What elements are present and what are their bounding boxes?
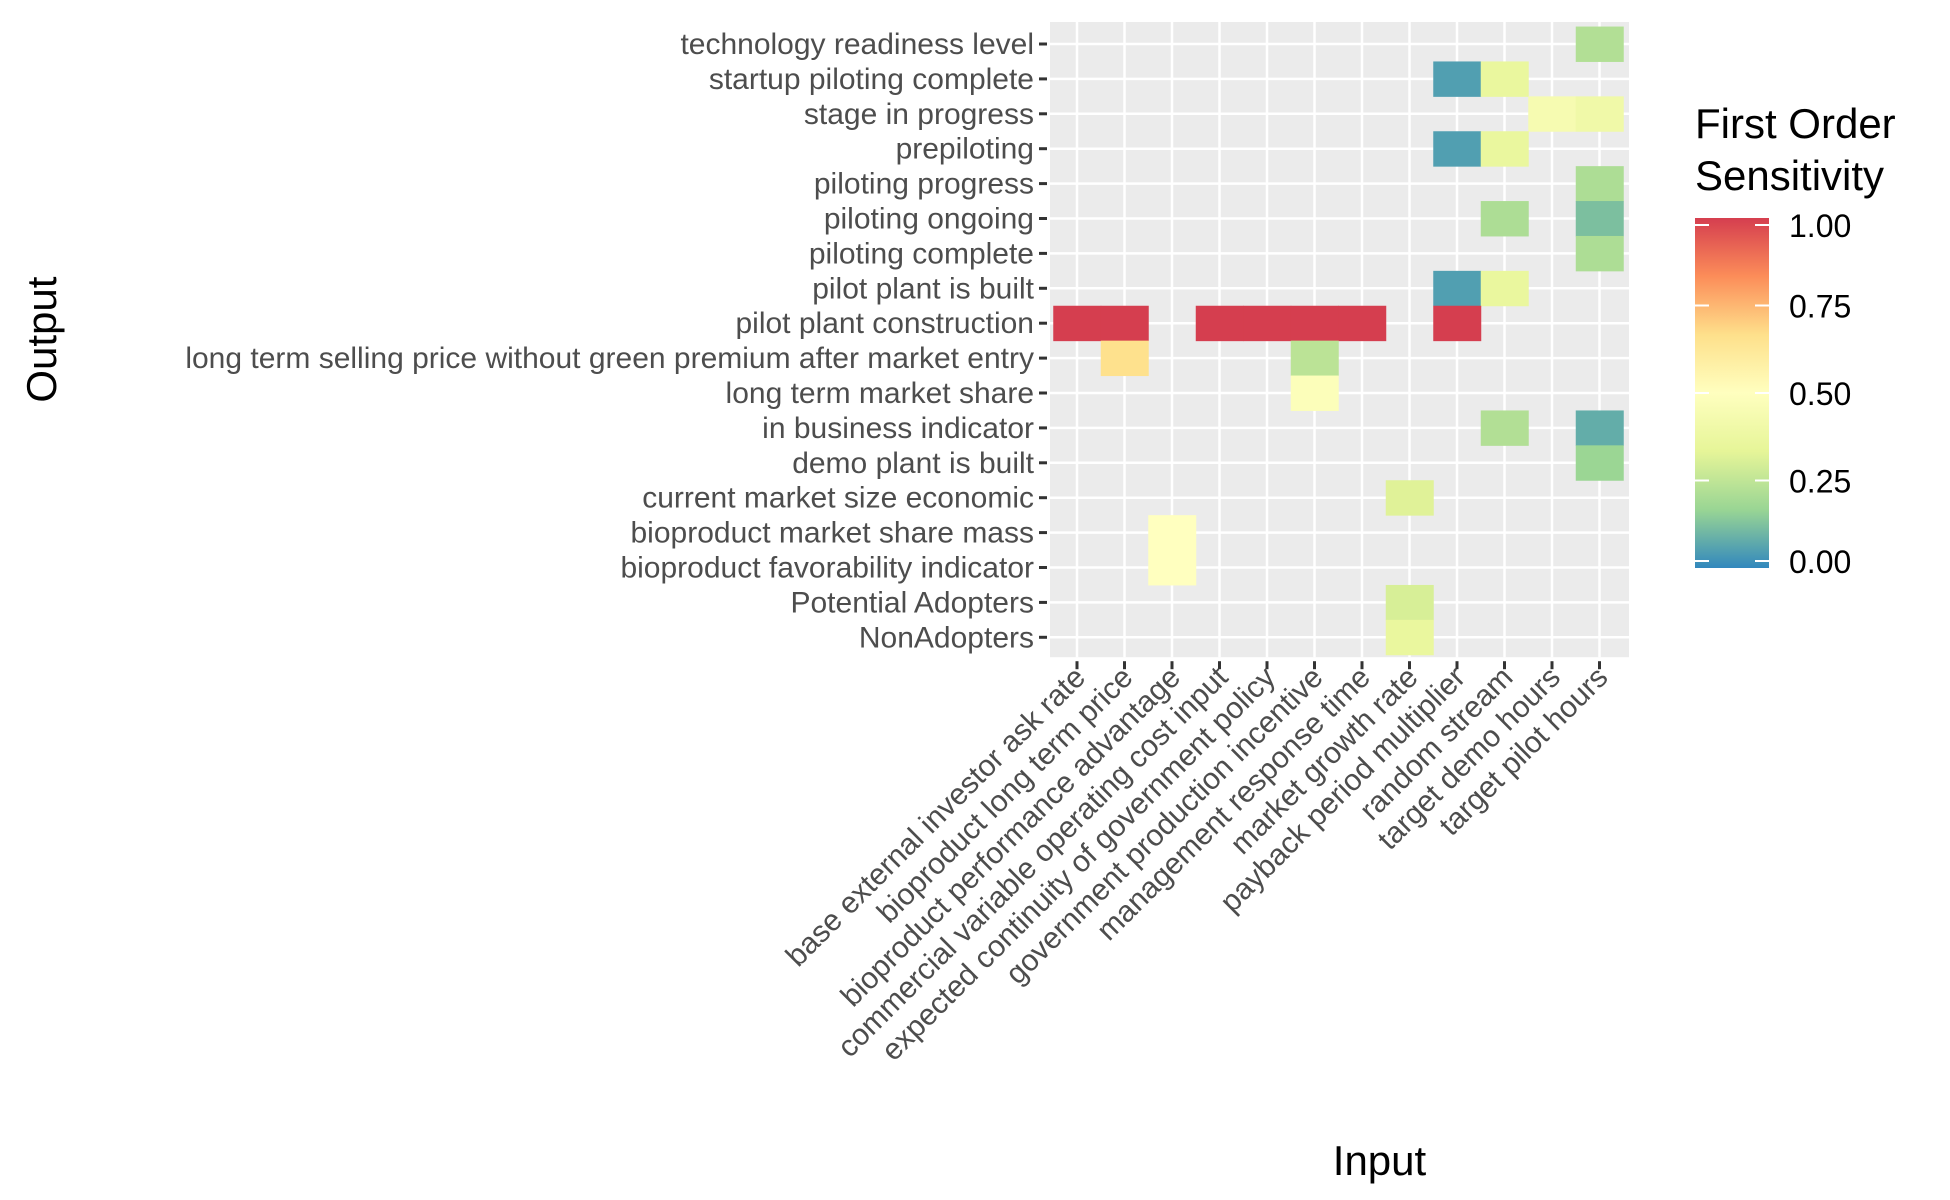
heatmap-cell (1290, 340, 1339, 377)
legend-tick-label: 0.75 (1789, 289, 1851, 325)
heatmap-cell (1575, 410, 1624, 446)
y-tick-label: in business indicator (762, 412, 1034, 445)
legend-tick-label: 1.00 (1789, 208, 1851, 244)
heatmap-cell (1148, 550, 1197, 586)
heatmap-cell (1575, 166, 1624, 202)
heatmap-cell (1433, 61, 1482, 97)
heatmap-cell (1148, 515, 1197, 551)
y-tick-label: piloting progress (814, 168, 1034, 201)
y-tick-label: stage in progress (804, 98, 1034, 131)
heatmap-cell (1243, 305, 1292, 342)
heatmap-cell (1053, 305, 1102, 342)
y-tick-label: technology readiness level (680, 28, 1034, 61)
legend-ticks: 1.00 0.75 0.50 0.25 0.00 (1695, 208, 1851, 580)
heatmap-cell (1575, 201, 1624, 237)
heatmap-cell (1575, 235, 1624, 272)
y-tick-label: bioproduct market share mass (630, 517, 1034, 550)
heatmap-cell (1100, 305, 1149, 342)
y-tick-label: bioproduct favorability indicator (620, 552, 1034, 585)
y-tick-label: long term market share (726, 377, 1034, 410)
y-tick-label: demo plant is built (792, 447, 1034, 480)
heatmap-cell (1528, 96, 1577, 132)
y-tick-label: Potential Adopters (790, 586, 1034, 619)
heatmap-cell (1480, 61, 1529, 97)
heatmap-cells (1053, 26, 1624, 656)
heatmap-cell (1480, 201, 1529, 237)
legend-title-line-2: Sensitivity (1695, 152, 1884, 199)
y-tick-label: piloting ongoing (824, 203, 1034, 236)
y-tick-label: long term selling price without green pr… (185, 342, 1034, 375)
heatmap-cell (1100, 340, 1149, 377)
heatmap-cell (1290, 305, 1339, 342)
y-tick-label: current market size economic (642, 482, 1034, 515)
heatmap-cell (1433, 270, 1482, 307)
color-legend: First Order Sensitivity 1.00 0.75 0.50 0.25… (1695, 100, 1896, 580)
y-tick-label: pilot plant construction (735, 307, 1034, 340)
x-axis-title: Input (1333, 1137, 1427, 1184)
heatmap-cell (1195, 305, 1244, 342)
legend-title-line-1: First Order (1695, 100, 1896, 147)
heatmap-cell (1575, 26, 1624, 62)
legend-tick-label: 0.25 (1789, 464, 1851, 500)
y-axis-title: Output (18, 276, 65, 402)
heatmap-cell (1433, 131, 1482, 167)
heatmap-cell (1338, 305, 1387, 342)
grid-lines (1050, 22, 1629, 658)
heatmap-cell (1385, 619, 1434, 656)
heatmap-cell (1575, 445, 1624, 481)
heatmap-cell (1480, 270, 1529, 307)
heatmap-cell (1385, 480, 1434, 516)
y-tick-label: prepiloting (896, 133, 1034, 166)
heatmap-cell (1433, 305, 1482, 342)
legend-tick-label: 0.00 (1789, 544, 1851, 580)
heatmap-cell (1575, 96, 1624, 132)
x-axis: base external investor ask ratebioproduc… (780, 660, 1615, 1067)
y-tick-label: NonAdopters (859, 621, 1034, 654)
legend-tick-label: 0.50 (1789, 376, 1851, 412)
heatmap-cell (1480, 410, 1529, 446)
heatmap-cell (1290, 375, 1339, 411)
heatmap-cell (1480, 131, 1529, 167)
y-tick-label: startup piloting complete (709, 63, 1034, 96)
heatmap-cell (1385, 584, 1434, 621)
y-tick-label: piloting complete (809, 237, 1034, 270)
y-tick-label: pilot plant is built (812, 272, 1034, 305)
